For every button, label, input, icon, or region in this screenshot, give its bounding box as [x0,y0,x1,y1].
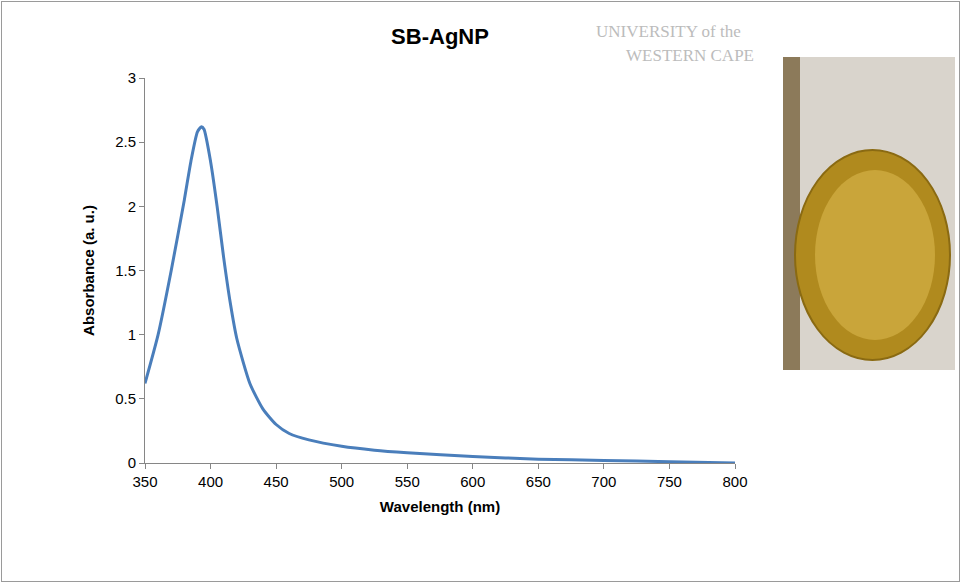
svg-text:Absorbance (a. u.): Absorbance (a. u.) [80,205,97,336]
svg-text:Wavelength (nm): Wavelength (nm) [380,498,500,515]
svg-text:650: 650 [526,473,551,490]
svg-text:0.5: 0.5 [115,390,136,407]
svg-text:0: 0 [128,454,136,471]
svg-text:1: 1 [128,326,136,343]
svg-text:WESTERN CAPE: WESTERN CAPE [626,46,754,65]
svg-text:550: 550 [395,473,420,490]
svg-text:700: 700 [591,473,616,490]
svg-text:UNIVERSITY of the: UNIVERSITY of the [596,22,741,41]
svg-text:600: 600 [460,473,485,490]
svg-text:3: 3 [128,69,136,86]
svg-text:800: 800 [722,473,747,490]
svg-text:2: 2 [128,198,136,215]
svg-text:SB-AgNP: SB-AgNP [391,24,489,49]
svg-text:2.5: 2.5 [115,133,136,150]
svg-text:450: 450 [264,473,289,490]
svg-text:350: 350 [132,473,157,490]
svg-text:400: 400 [198,473,223,490]
svg-text:1.5: 1.5 [115,262,136,279]
svg-text:500: 500 [329,473,354,490]
svg-text:750: 750 [657,473,682,490]
